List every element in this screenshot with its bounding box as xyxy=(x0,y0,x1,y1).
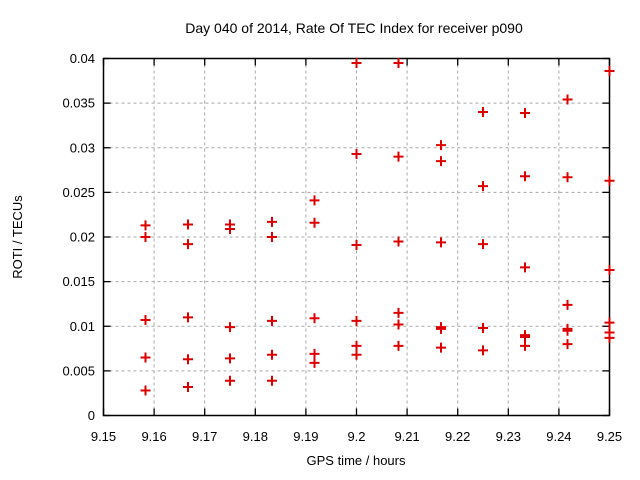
x-tick-label: 9.21 xyxy=(394,429,419,444)
data-point-marker xyxy=(266,232,277,242)
data-point-marker xyxy=(604,332,615,343)
data-point-marker xyxy=(225,322,235,333)
data-point-marker xyxy=(478,107,488,118)
data-point-marker xyxy=(478,181,488,192)
y-tick-label: 0.04 xyxy=(70,51,95,66)
data-point-marker xyxy=(266,375,277,386)
data-point-marker xyxy=(436,140,447,151)
data-point-marker xyxy=(393,307,404,318)
data-point-marker xyxy=(393,319,404,330)
x-tick-label: 9.2 xyxy=(347,429,365,444)
data-point-marker xyxy=(519,171,530,182)
data-point-marker xyxy=(519,107,530,118)
data-point-marker xyxy=(351,57,362,68)
data-point-marker xyxy=(393,57,404,68)
x-tick-label: 9.22 xyxy=(445,429,470,444)
y-tick-label: 0.02 xyxy=(70,230,95,245)
data-point-marker xyxy=(183,354,194,365)
data-point-marker xyxy=(183,381,194,392)
data-point-marker xyxy=(140,220,151,231)
data-point-marker xyxy=(351,240,362,251)
data-point-marker xyxy=(183,312,194,323)
data-point-marker xyxy=(393,340,404,351)
data-points-layer xyxy=(140,57,615,396)
data-point-marker xyxy=(309,217,320,228)
x-axis-label: GPS time / hours xyxy=(307,453,406,468)
data-point-marker xyxy=(393,236,404,247)
data-point-marker xyxy=(351,148,362,159)
data-point-marker xyxy=(225,353,235,364)
data-point-marker xyxy=(183,239,194,250)
data-point-marker xyxy=(393,151,404,162)
data-point-marker xyxy=(266,216,277,227)
data-point-marker xyxy=(140,232,151,242)
data-point-marker xyxy=(436,237,447,248)
data-point-marker xyxy=(478,239,488,250)
data-point-marker xyxy=(519,340,530,351)
data-point-marker xyxy=(519,262,530,273)
data-point-marker xyxy=(309,313,320,324)
chart-title: Day 040 of 2014, Rate Of TEC Index for r… xyxy=(185,20,523,36)
grid-layer xyxy=(103,58,610,416)
x-tick-label: 9.24 xyxy=(546,429,571,444)
data-point-marker xyxy=(562,299,573,310)
y-tick-label: 0.015 xyxy=(62,274,95,289)
data-point-marker xyxy=(266,315,277,326)
x-tick-label: 9.17 xyxy=(192,429,217,444)
data-point-marker xyxy=(562,94,573,105)
x-tick-label: 9.18 xyxy=(243,429,268,444)
tick-marks-layer xyxy=(102,57,611,417)
data-point-marker xyxy=(351,315,362,326)
data-point-marker xyxy=(604,175,615,186)
y-tick-label: 0.01 xyxy=(70,319,95,334)
y-tick-label: 0.035 xyxy=(62,96,95,111)
data-point-marker xyxy=(436,156,447,167)
data-point-marker xyxy=(436,323,447,334)
data-point-marker xyxy=(309,195,320,206)
x-tick-label: 9.16 xyxy=(141,429,166,444)
data-point-marker xyxy=(266,349,277,360)
data-point-marker xyxy=(140,315,151,326)
x-tick-label: 9.19 xyxy=(293,429,318,444)
data-point-marker xyxy=(225,223,235,234)
data-point-marker xyxy=(183,219,194,230)
data-point-marker xyxy=(436,342,447,353)
data-point-marker xyxy=(225,375,235,386)
data-point-marker xyxy=(604,65,615,76)
y-tick-label: 0.025 xyxy=(62,185,95,200)
data-point-marker xyxy=(309,357,320,368)
x-tick-label: 9.15 xyxy=(91,429,116,444)
data-point-marker xyxy=(562,172,573,183)
data-point-marker xyxy=(604,265,615,276)
y-axis-label: ROTI / TECUs xyxy=(10,195,25,279)
data-point-marker xyxy=(519,331,530,342)
tick-labels-layer: 9.15 9.16 9.17 9.18 9.19 9.2 9.21 9.22 9.23 9.24 9… xyxy=(62,51,622,444)
x-tick-label: 9.25 xyxy=(597,429,622,444)
data-point-marker xyxy=(562,325,573,336)
data-point-marker xyxy=(562,339,573,350)
data-point-marker xyxy=(478,345,488,356)
data-point-marker xyxy=(478,323,488,334)
y-tick-label: 0.005 xyxy=(62,363,95,378)
data-point-marker xyxy=(140,352,151,363)
data-point-marker xyxy=(604,317,615,328)
data-point-marker xyxy=(351,340,362,351)
data-point-marker xyxy=(309,348,320,359)
data-point-marker xyxy=(140,385,151,396)
y-tick-label: 0 xyxy=(88,408,95,423)
y-tick-label: 0.03 xyxy=(70,140,95,155)
data-point-marker xyxy=(351,349,362,360)
x-tick-label: 9.23 xyxy=(496,429,521,444)
